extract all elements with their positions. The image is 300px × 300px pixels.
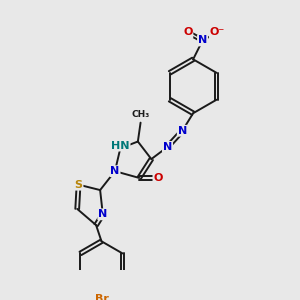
Text: HN: HN: [111, 141, 130, 151]
Text: N: N: [178, 126, 187, 136]
Text: N: N: [98, 209, 107, 219]
Text: CH₃: CH₃: [131, 110, 150, 118]
Text: S: S: [75, 180, 83, 190]
Text: O⁻: O⁻: [210, 27, 225, 38]
Text: O: O: [183, 27, 192, 38]
Text: N: N: [110, 166, 120, 176]
Text: N: N: [198, 35, 207, 45]
Text: N: N: [163, 142, 172, 152]
Text: O: O: [153, 173, 163, 183]
Text: Br: Br: [94, 294, 108, 300]
